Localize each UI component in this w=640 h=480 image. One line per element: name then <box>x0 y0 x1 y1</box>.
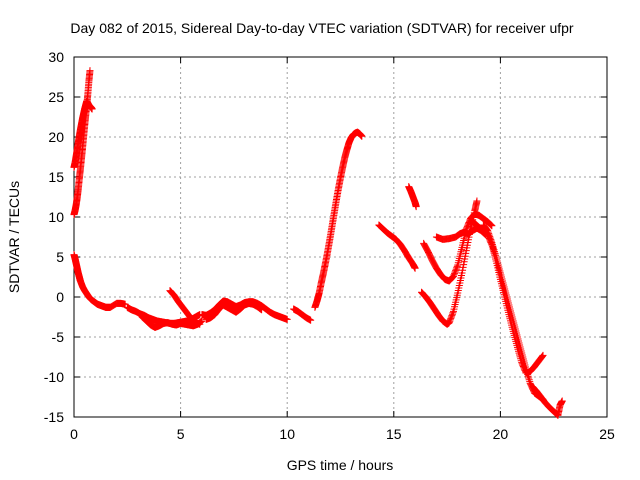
data-point <box>86 67 94 75</box>
data-point <box>522 365 530 373</box>
data-point <box>412 203 420 211</box>
data-point <box>485 231 493 239</box>
data-point <box>491 249 499 257</box>
y-tick-label: 0 <box>56 289 64 305</box>
y-axis-label: SDTVAR / TECUs <box>6 181 22 293</box>
data-point <box>473 197 481 205</box>
y-tick-label: 30 <box>48 49 64 65</box>
series-arc-5-trough <box>138 313 206 331</box>
data-point <box>449 309 457 317</box>
x-tick-labels: 0 5 10 15 20 25 <box>70 426 615 442</box>
x-tick-label: 25 <box>599 426 615 442</box>
data-point <box>538 353 546 361</box>
data-point <box>490 246 498 254</box>
series-arc-2-rising <box>70 97 96 171</box>
data-point <box>88 105 96 113</box>
data-point <box>524 370 532 378</box>
series-arc-18-tail <box>528 383 566 419</box>
data-point <box>486 233 494 241</box>
series-arc-10-peak <box>311 128 366 311</box>
data-point <box>523 367 531 375</box>
data-point <box>307 316 315 324</box>
series-arc-6-bump <box>166 287 204 328</box>
data-point <box>283 315 291 323</box>
data-point <box>525 376 533 384</box>
data-point <box>484 228 492 236</box>
data-point <box>526 378 534 386</box>
data-point <box>453 262 461 270</box>
y-tick-label: -15 <box>44 409 64 425</box>
y-tick-labels: -15 -10 -5 0 5 10 15 20 25 30 <box>44 49 64 425</box>
data-point <box>487 237 495 245</box>
axis-ticks <box>73 56 608 418</box>
data-point <box>492 251 500 259</box>
data-point <box>524 372 532 380</box>
data-point <box>196 320 204 328</box>
data-point <box>358 132 366 140</box>
data-point <box>539 352 547 360</box>
data-point <box>483 225 491 233</box>
x-tick-label: 20 <box>493 426 509 442</box>
series-arc-9-short <box>290 305 315 324</box>
data-points <box>70 67 566 419</box>
data-point <box>488 222 496 230</box>
data-point <box>525 374 533 382</box>
data-point <box>489 242 497 250</box>
series-arc-8-wave <box>202 299 266 323</box>
data-point <box>491 248 499 256</box>
y-tick-label: 20 <box>48 129 64 145</box>
x-tick-label: 10 <box>279 426 295 442</box>
series-arc-12-short <box>405 183 420 211</box>
x-tick-label: 0 <box>70 426 78 442</box>
data-point <box>486 234 494 242</box>
y-tick-label: -10 <box>44 369 64 385</box>
data-point <box>488 239 496 247</box>
data-point <box>411 264 419 272</box>
chart-title: Day 082 of 2015, Sidereal Day-to-day VTE… <box>70 20 574 36</box>
plot-frame <box>73 56 608 418</box>
data-point <box>487 236 495 244</box>
data-point <box>258 306 266 314</box>
series-arc-3-descending <box>70 251 129 311</box>
y-tick-label: 5 <box>56 249 64 265</box>
x-tick-label: 5 <box>177 426 185 442</box>
data-point <box>484 227 492 235</box>
data-point <box>523 369 531 377</box>
y-tick-label: -5 <box>52 329 65 345</box>
data-point <box>488 240 496 248</box>
x-tick-label: 15 <box>386 426 402 442</box>
data-point <box>485 230 493 238</box>
x-axis-label: GPS time / hours <box>287 457 394 473</box>
series-arc-14-hump <box>420 210 496 285</box>
data-point <box>539 351 547 359</box>
data-point <box>489 244 497 252</box>
series-arc-11-descent <box>375 221 419 272</box>
y-tick-label: 10 <box>48 209 64 225</box>
y-tick-label: 25 <box>48 89 64 105</box>
data-point <box>558 397 566 405</box>
y-tick-label: 15 <box>48 169 64 185</box>
